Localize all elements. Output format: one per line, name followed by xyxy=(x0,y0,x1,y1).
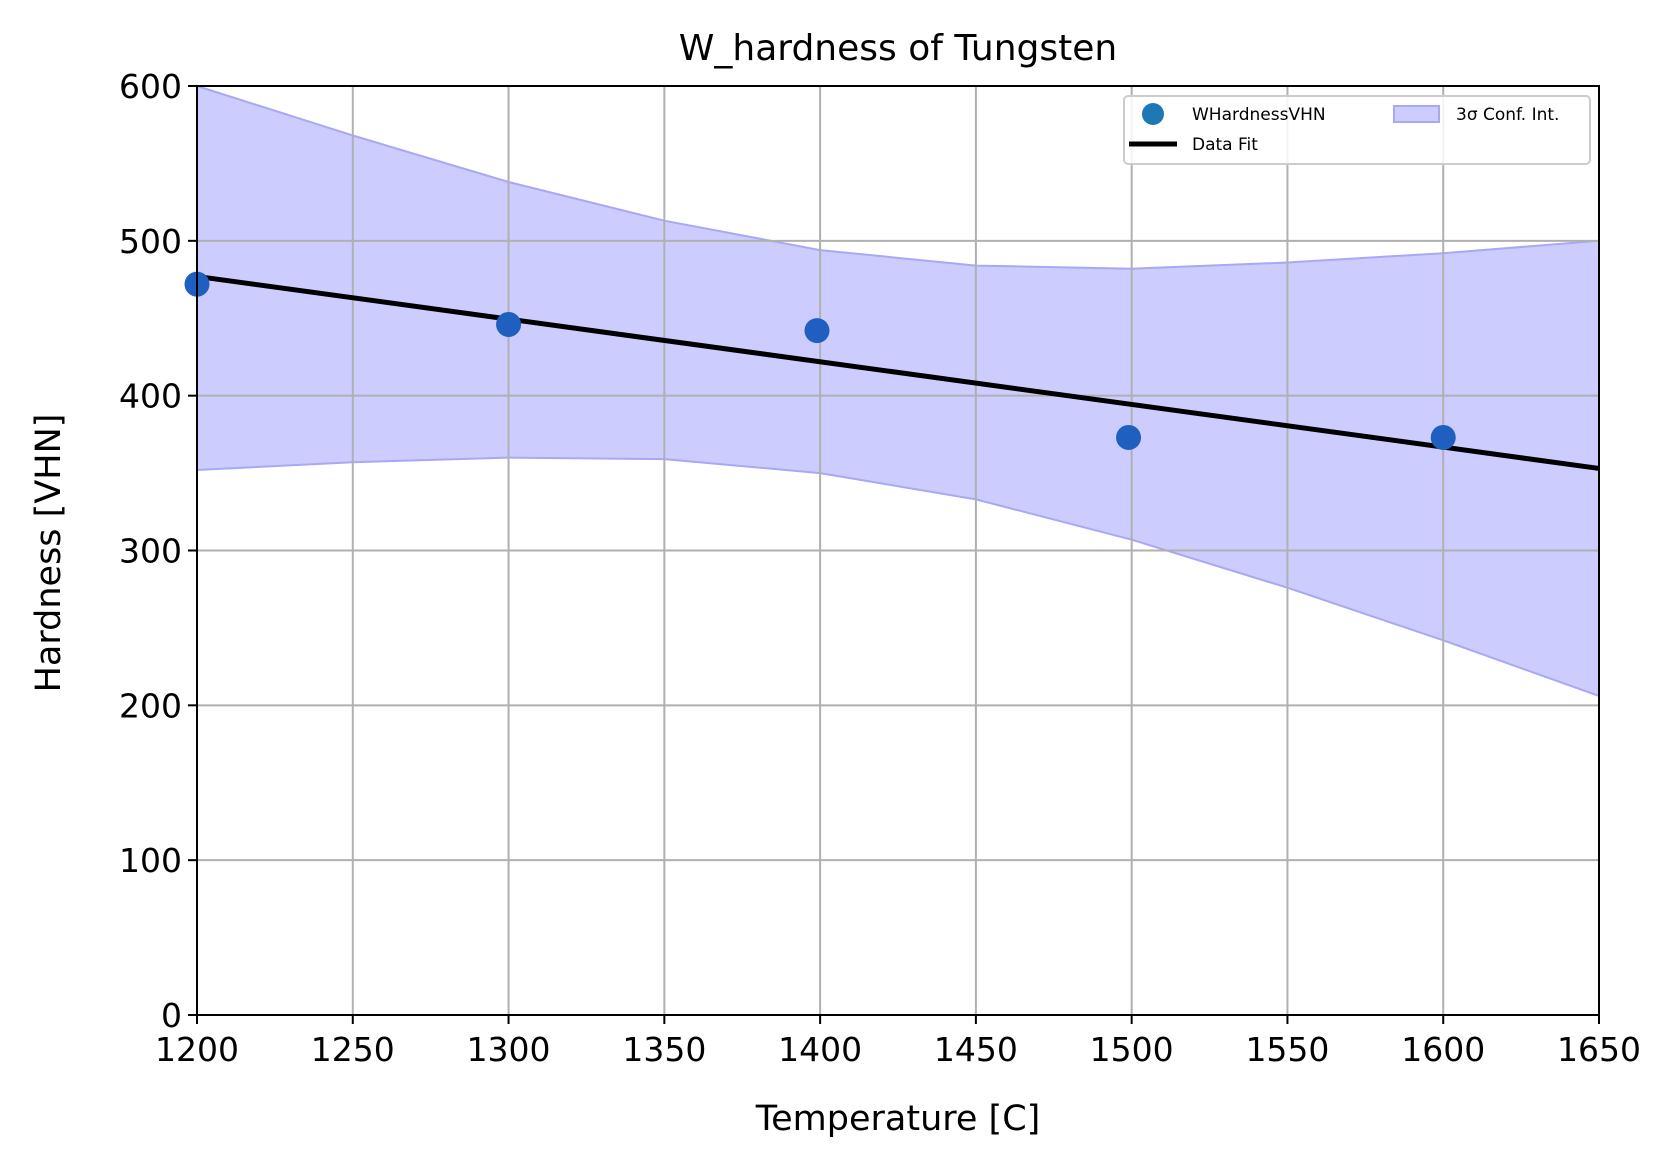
ticks-layer: 1200 1250 1300 1350 1400 1450 1500 1550 1600 1650… xyxy=(119,67,1641,1069)
y-tick-label: 400 xyxy=(119,377,182,416)
y-tick-label: 600 xyxy=(119,67,182,106)
x-tick-label: 1350 xyxy=(622,1030,706,1069)
legend-band-label: 3σ Conf. Int. xyxy=(1456,105,1559,125)
y-tick-label: 100 xyxy=(119,841,182,880)
fit-line-layer xyxy=(196,273,1600,471)
y-axis-title: Hardness [VHN] xyxy=(29,414,69,693)
legend-box xyxy=(1123,95,1591,165)
x-tick-label: 1250 xyxy=(311,1030,395,1069)
x-tick-label: 1450 xyxy=(934,1030,1018,1069)
x-tick-label: 1400 xyxy=(778,1030,862,1069)
y-tick-label: 0 xyxy=(161,996,182,1035)
data-point xyxy=(1430,424,1456,450)
x-tick-label: 1550 xyxy=(1245,1030,1329,1069)
y-tick-label: 500 xyxy=(119,222,182,261)
legend: WHardnessVHN Data Fit 3σ Conf. Int. xyxy=(1123,95,1591,165)
legend-points-label: WHardnessVHN xyxy=(1192,105,1326,125)
legend-band-marker xyxy=(1393,105,1440,123)
data-point xyxy=(496,311,522,337)
x-tick-label: 1600 xyxy=(1401,1030,1485,1069)
x-tick-label: 1300 xyxy=(467,1030,551,1069)
data-point xyxy=(1116,424,1142,450)
legend-fit-label: Data Fit xyxy=(1192,135,1258,155)
y-tick-label: 300 xyxy=(119,532,182,571)
x-axis-title: Temperature [C] xyxy=(755,1099,1041,1139)
x-tick-label: 1200 xyxy=(155,1030,239,1069)
data-point xyxy=(804,318,830,344)
x-tick-label: 1650 xyxy=(1557,1030,1641,1069)
x-tick-label: 1500 xyxy=(1090,1030,1174,1069)
y-tick-label: 200 xyxy=(119,686,182,725)
chart-title: W_hardness of Tungsten xyxy=(679,28,1117,69)
fit-line xyxy=(196,273,1600,471)
legend-points-marker xyxy=(1142,103,1164,125)
